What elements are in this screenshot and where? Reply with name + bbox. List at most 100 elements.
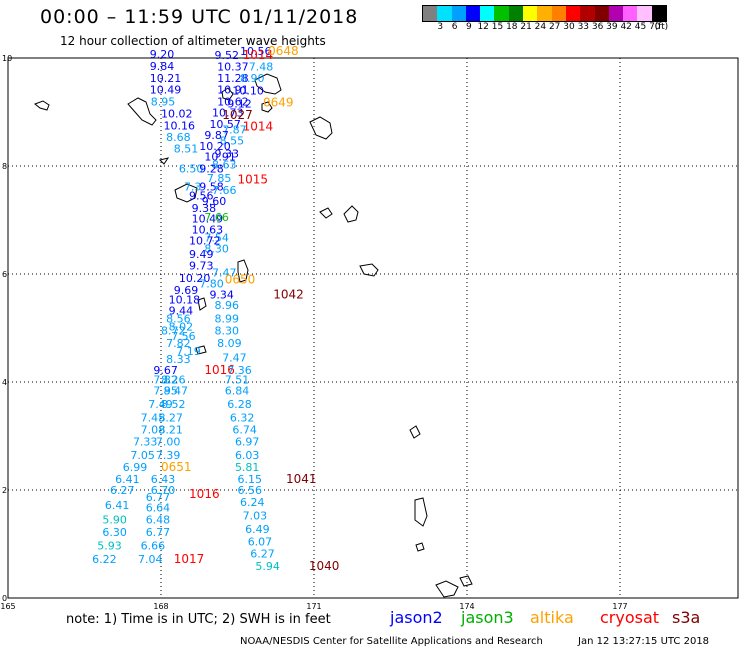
wave-height-value: 9.28 — [199, 162, 224, 175]
wave-height-value: 6.99 — [123, 461, 148, 474]
wave-height-value: 6.77 — [146, 526, 171, 539]
wave-height-value: 8.47 — [164, 384, 189, 397]
wave-height-value: 9.38 — [192, 202, 217, 215]
island-outline — [127, 97, 157, 126]
wave-height-value: 9.60 — [202, 195, 227, 208]
wave-height-value: 6.50 — [179, 162, 204, 175]
wave-height-value: 6.84 — [225, 384, 250, 397]
legend-label: 27 — [548, 22, 561, 32]
pass-time-label: 1014 — [243, 48, 274, 62]
wave-height-value: 8.56 — [166, 313, 191, 326]
longitude-tick-label: 174 — [459, 602, 474, 611]
wave-height-value: 6.32 — [230, 411, 255, 424]
wave-height-value: 8.68 — [166, 131, 191, 144]
credit-line: NOAA/NESDIS Center for Satellite Applica… — [240, 636, 543, 647]
legend-swatch — [437, 6, 452, 21]
wave-height-value: 7.82 — [153, 374, 178, 387]
wave-height-value: 6.74 — [232, 423, 257, 436]
wave-height-value: 6.97 — [235, 436, 260, 449]
legend-label: 24 — [534, 22, 547, 32]
legend-swatch — [423, 6, 438, 21]
island-outline — [237, 259, 249, 283]
wave-height-value: 8.21 — [158, 423, 183, 436]
wave-height-value: 6.41 — [105, 499, 129, 512]
footnote: note: 1) Time is in UTC; 2) SWH is in fe… — [66, 612, 331, 627]
wave-height-value: 5.81 — [235, 461, 260, 474]
wave-height-value: 7.47 — [222, 351, 247, 364]
legend-swatch — [594, 6, 609, 21]
generation-timestamp: Jan 12 13:27:15 UTC 2018 — [578, 636, 710, 647]
wave-height-value: 8.55 — [220, 134, 245, 147]
pass-time-label: 1016 — [204, 363, 235, 377]
wave-height-value: 10.91 — [217, 84, 249, 97]
map-grid: 165 168 171 174 177 10 8 6 4 2 0 — [0, 54, 739, 611]
longitude-tick-label: 177 — [612, 602, 627, 611]
wave-height-value: 9.84 — [150, 60, 175, 73]
wave-height-value: 7.45 — [141, 411, 166, 424]
wave-height-value: 7.33 — [133, 436, 158, 449]
wave-height-value: 9.52 — [215, 49, 240, 62]
wave-height-value: 10.57 — [209, 118, 241, 131]
satellite-legend-jason3: jason3 — [461, 608, 514, 627]
wave-height-value: 6.27 — [250, 548, 275, 561]
wave-height-value: 5.93 — [97, 539, 122, 552]
wave-height-value: 10.21 — [150, 72, 182, 85]
wave-height-value: 7.49 — [148, 398, 173, 411]
legend-label: 36 — [591, 22, 604, 32]
wave-height-value: 8.26 — [161, 374, 186, 387]
legend-label: 18 — [506, 22, 518, 32]
wave-height-value: 8.27 — [158, 411, 183, 424]
legend-swatch — [623, 6, 638, 21]
pass-time-label: 1016 — [189, 487, 220, 501]
wave-height-value: 10.18 — [169, 294, 201, 307]
wave-height-value: 7.00 — [156, 436, 181, 449]
wave-height-value: 7.36 — [227, 364, 252, 377]
wave-height-value: 8.52 — [161, 398, 186, 411]
wave-height-value: 8.30 — [215, 324, 240, 337]
wave-height-value: 10.49 — [192, 213, 224, 226]
wave-height-value: 10.20 — [199, 140, 231, 153]
pass-time-label: 1015 — [238, 172, 269, 186]
wave-height-value: 6.28 — [227, 398, 252, 411]
pass-time-label: 0650 — [225, 273, 256, 287]
wave-height-value: 10.20 — [179, 272, 211, 285]
island-outline — [343, 205, 359, 223]
wave-height-value: 10.16 — [164, 119, 196, 132]
island-outline — [359, 263, 379, 277]
latitude-tick-label: 6 — [2, 270, 7, 279]
wave-height-points: 9.209.8410.2110.498.9510.0210.168.6810.5… — [92, 44, 339, 573]
map-title: 00:00 – 11:59 UTC 01/11/2018 — [40, 6, 359, 28]
pass-time-label: 1027 — [222, 108, 253, 122]
legend-swatch — [565, 6, 581, 21]
island-outline — [309, 116, 333, 140]
legend-label: 9 — [466, 22, 472, 32]
wave-height-value: 6.22 — [92, 553, 117, 566]
wave-height-value: 6.43 — [151, 473, 176, 486]
island-outline — [221, 87, 234, 101]
legend-swatch — [465, 6, 481, 21]
satellite-legend-s3a: s3a — [672, 608, 701, 627]
wave-height-value: 9.56 — [189, 189, 214, 202]
wave-height-value: 7.66 — [204, 211, 229, 224]
pass-time-label: 1042 — [273, 287, 304, 301]
map-subtitle: 12 hour collection of altimeter wave hei… — [60, 34, 326, 48]
pass-time-label: 1040 — [309, 559, 340, 573]
legend-label: 15 — [491, 22, 504, 32]
wave-height-value: 9.33 — [215, 147, 240, 160]
wave-height-value: 9.49 — [189, 248, 214, 261]
legend-label: 21 — [520, 22, 532, 32]
wave-height-value: 5.94 — [255, 560, 280, 573]
legend-label: 30 — [563, 22, 575, 32]
wave-height-value: 6.27 — [110, 484, 135, 497]
island-outline — [195, 345, 207, 355]
legend-swatch — [523, 6, 538, 21]
island-outline — [319, 207, 333, 219]
wave-height-value: 7.82 — [166, 337, 191, 350]
wave-height-value: 10.10 — [232, 85, 264, 98]
wave-height-value: 7.39 — [156, 449, 181, 462]
pass-time-label: 1014 — [243, 119, 274, 133]
longitude-tick-label: 165 — [0, 602, 15, 611]
wave-height-value: 7.85 — [207, 172, 232, 185]
wave-height-value: 6.66 — [141, 539, 166, 552]
legend-swatch — [508, 6, 524, 21]
